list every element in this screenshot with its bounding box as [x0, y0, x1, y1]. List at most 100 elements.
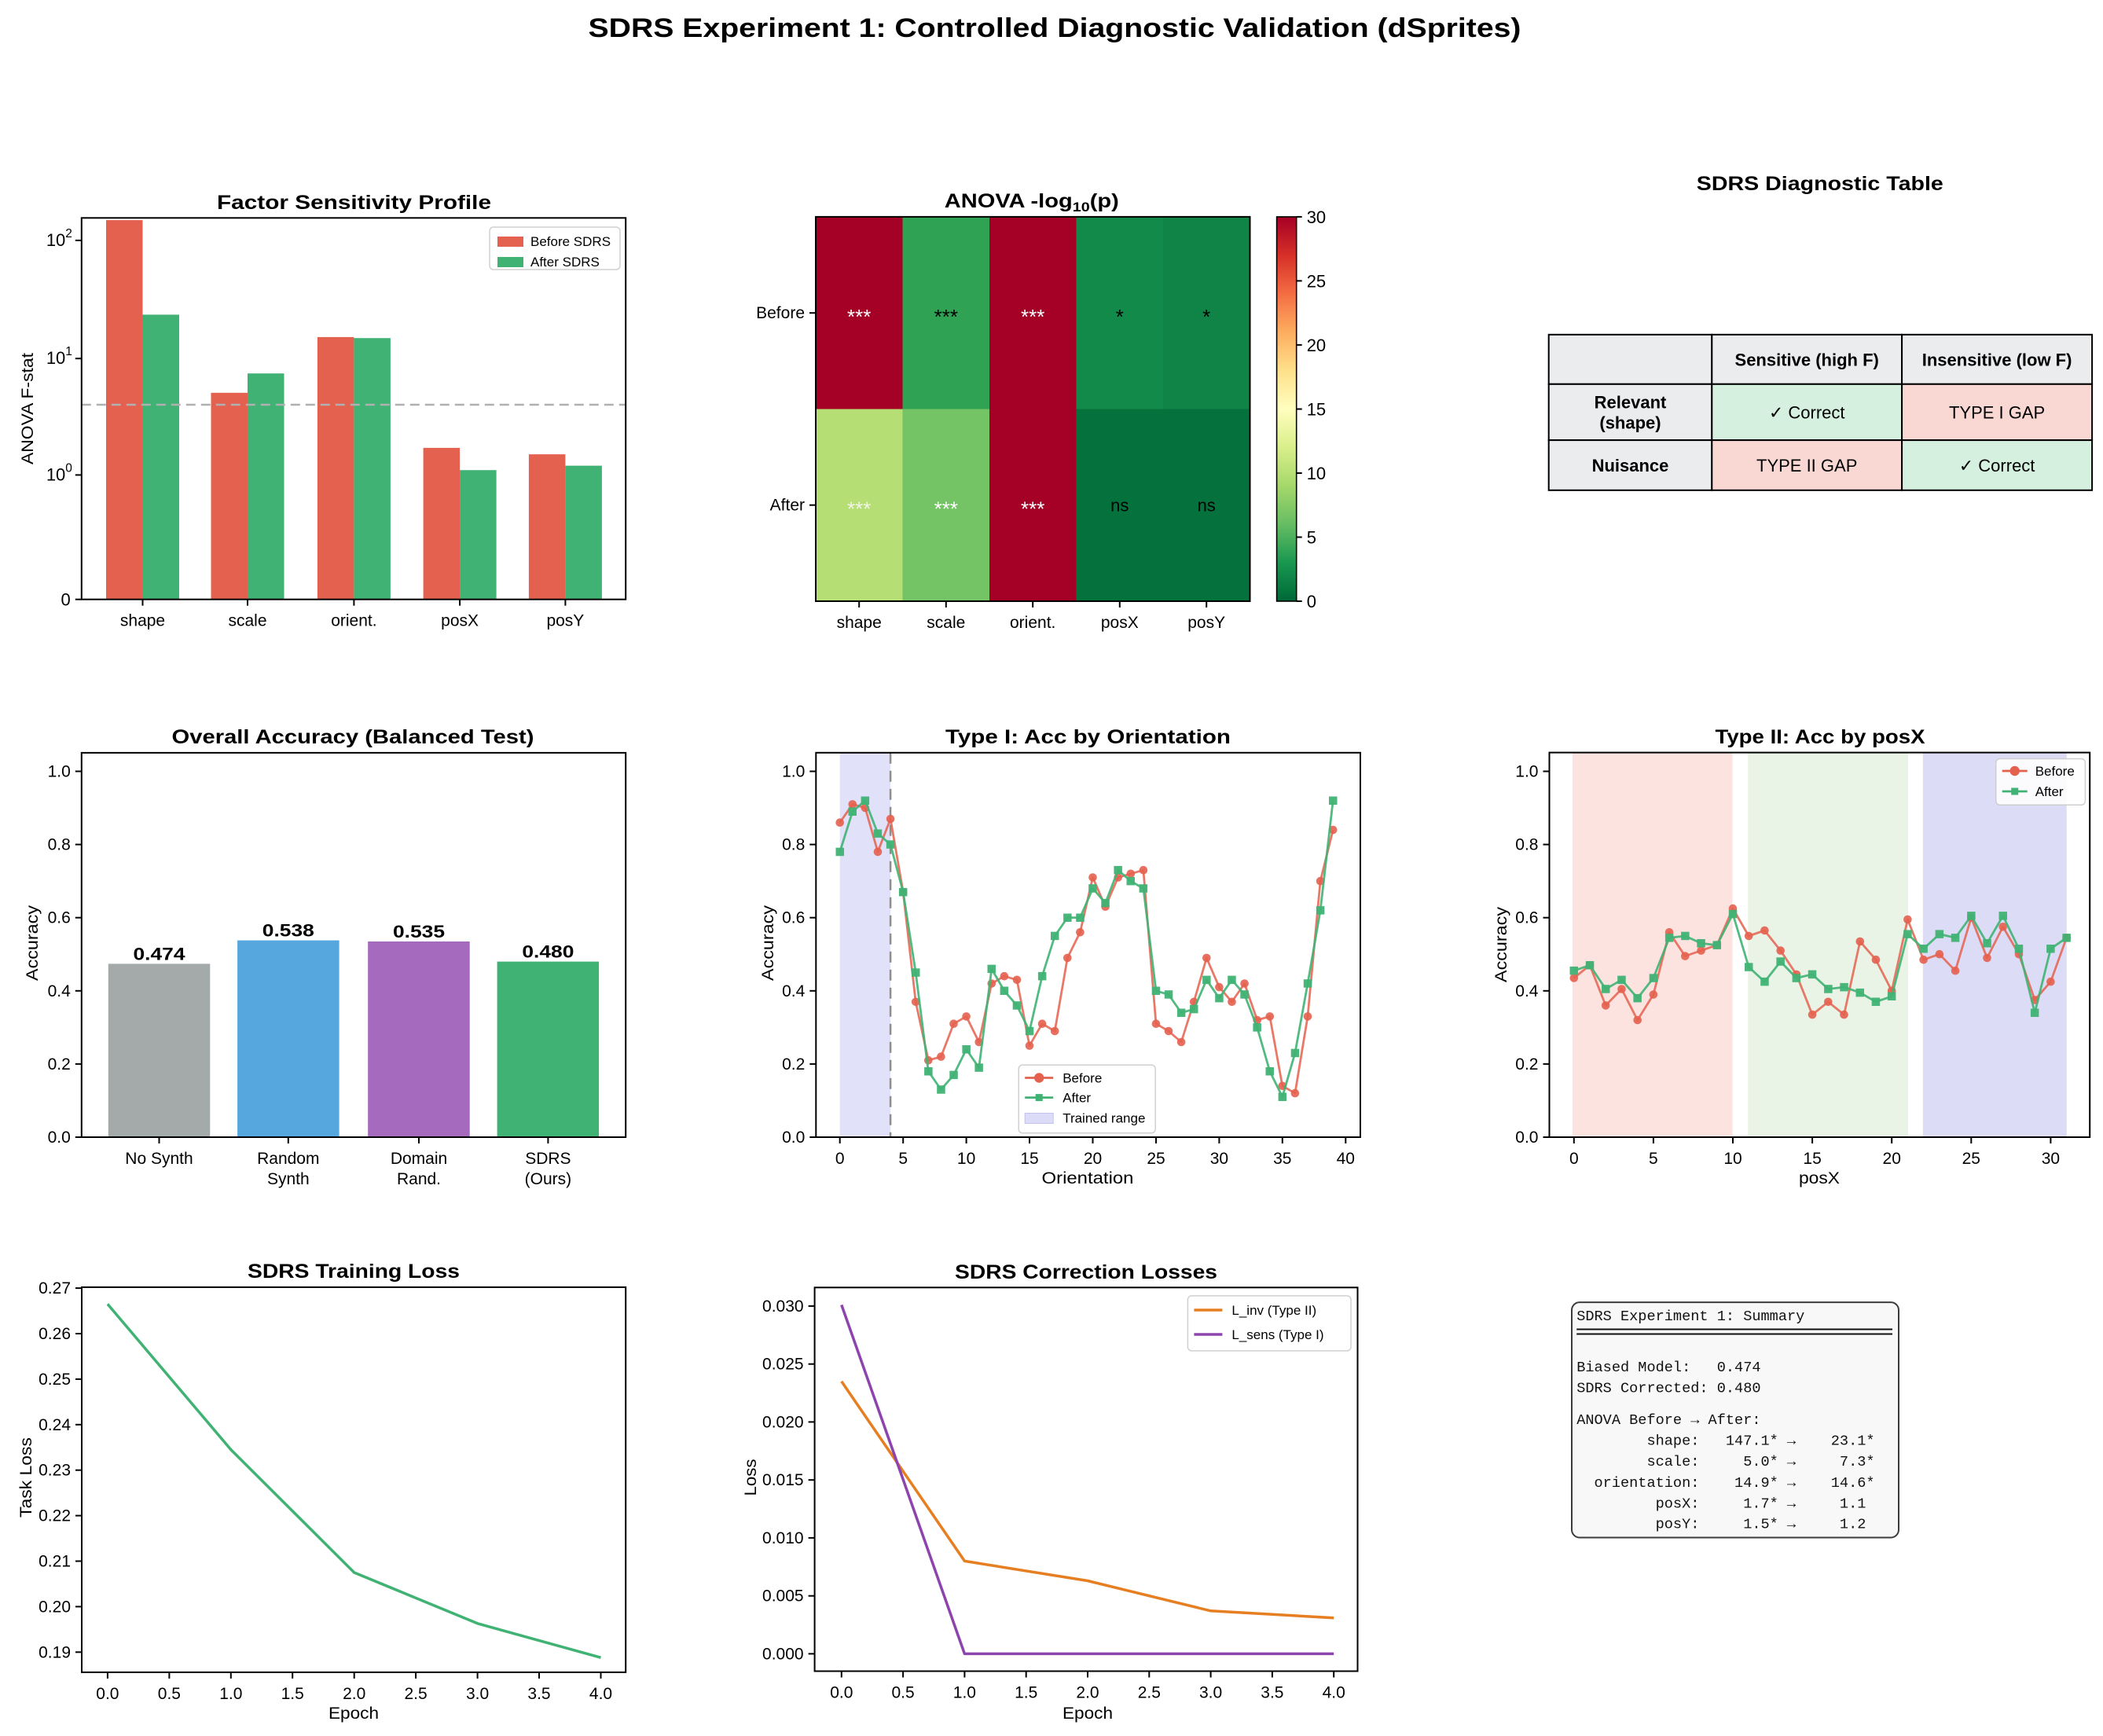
svg-text:3.5: 3.5: [527, 1685, 550, 1703]
svg-text:0.474: 0.474: [134, 944, 186, 963]
svg-text:3.0: 3.0: [1199, 1684, 1222, 1702]
svg-text:10: 10: [957, 1150, 975, 1168]
svg-text:0.27: 0.27: [39, 1279, 71, 1297]
svg-text:0.5: 0.5: [158, 1685, 181, 1703]
svg-text:Random: Random: [257, 1150, 319, 1168]
svg-text:L_inv (Type II): L_inv (Type II): [1231, 1303, 1316, 1318]
svg-text:0: 0: [1569, 1150, 1579, 1168]
svg-text:25: 25: [1307, 271, 1326, 291]
svg-text:20: 20: [1307, 336, 1326, 355]
svg-text:0.6: 0.6: [1515, 909, 1538, 927]
svg-text:Before SDRS: Before SDRS: [530, 234, 611, 249]
svg-text:SDRS Correction Losses: SDRS Correction Losses: [955, 1261, 1217, 1283]
svg-text:0.005: 0.005: [762, 1587, 804, 1606]
svg-text:posY: posY: [546, 612, 584, 630]
svg-text:Overall Accuracy (Balanced Tes: Overall Accuracy (Balanced Test): [172, 726, 534, 748]
svg-text:0.5: 0.5: [891, 1684, 914, 1702]
svg-text:Trained range: Trained range: [1063, 1111, 1145, 1126]
svg-text:***: ***: [934, 305, 958, 328]
svg-text:No Synth: No Synth: [125, 1150, 193, 1168]
svg-text:4.0: 4.0: [589, 1685, 612, 1703]
svg-text:SDRS Experiment 1: Summary: SDRS Experiment 1: Summary: [1576, 1308, 1804, 1325]
svg-text:Before: Before: [1063, 1071, 1102, 1086]
svg-text:10: 10: [46, 348, 65, 368]
svg-text:1.5: 1.5: [281, 1685, 304, 1703]
svg-text:shape: 147.1* → 23.1*: shape: 147.1* → 23.1*: [1576, 1433, 1874, 1450]
svg-text:0.0: 0.0: [830, 1684, 853, 1702]
svg-text:0.025: 0.025: [762, 1356, 804, 1374]
svg-text:1.0: 1.0: [953, 1684, 976, 1702]
svg-text:1.0: 1.0: [782, 763, 805, 781]
svg-text:0.000: 0.000: [762, 1645, 804, 1663]
svg-text:10: 10: [46, 464, 65, 484]
svg-text:0: 0: [835, 1150, 845, 1168]
svg-text:0.25: 0.25: [39, 1371, 71, 1389]
svg-text:1.0: 1.0: [1515, 763, 1538, 781]
svg-text:0.8: 0.8: [48, 836, 71, 854]
svg-text:Sensitive (high F): Sensitive (high F): [1735, 350, 1879, 369]
svg-text:0.535: 0.535: [393, 922, 445, 941]
svg-text:Epoch: Epoch: [328, 1705, 379, 1723]
svg-text:After SDRS: After SDRS: [530, 255, 600, 270]
svg-text:0.010: 0.010: [762, 1529, 804, 1547]
svg-text:0.23: 0.23: [39, 1462, 71, 1480]
svg-text:✓ Correct: ✓ Correct: [1959, 456, 2035, 475]
svg-text:10: 10: [46, 230, 65, 250]
svg-text:Before: Before: [2035, 764, 2075, 779]
svg-text:1: 1: [65, 345, 72, 358]
svg-text:Type I: Acc by Orientation: Type I: Acc by Orientation: [945, 726, 1231, 748]
svg-text:0.26: 0.26: [39, 1325, 71, 1343]
svg-text:(Ours): (Ours): [525, 1170, 572, 1188]
svg-text:posX: posX: [1101, 614, 1139, 632]
svg-text:Factor Sensitivity Profile: Factor Sensitivity Profile: [217, 192, 491, 214]
svg-text:0.2: 0.2: [1515, 1055, 1538, 1074]
svg-text:2.0: 2.0: [1076, 1684, 1099, 1702]
svg-text:25: 25: [1962, 1150, 1980, 1168]
svg-text:0.6: 0.6: [782, 909, 805, 927]
svg-text:0.015: 0.015: [762, 1471, 804, 1489]
svg-text:Nuisance: Nuisance: [1592, 456, 1669, 475]
svg-text:orient.: orient.: [331, 612, 376, 630]
svg-text:3.0: 3.0: [466, 1685, 489, 1703]
svg-text:ANOVA Before → After:: ANOVA Before → After:: [1576, 1412, 1760, 1429]
svg-text:15: 15: [1803, 1150, 1821, 1168]
svg-text:0.20: 0.20: [39, 1598, 71, 1616]
svg-text:ns: ns: [1110, 496, 1129, 516]
svg-text:0.24: 0.24: [39, 1416, 71, 1434]
svg-text:posX: posX: [1799, 1169, 1840, 1187]
svg-text:After: After: [1063, 1091, 1091, 1106]
svg-text:(shape): (shape): [1599, 413, 1661, 433]
svg-text:0.22: 0.22: [39, 1507, 71, 1525]
svg-text:1.0: 1.0: [48, 763, 71, 781]
svg-text:ns: ns: [1198, 496, 1216, 516]
svg-text:shape: shape: [837, 614, 882, 632]
svg-text:5: 5: [1307, 528, 1316, 548]
svg-text:2.5: 2.5: [404, 1685, 427, 1703]
svg-text:0.6: 0.6: [48, 909, 71, 927]
svg-text:0: 0: [61, 590, 71, 610]
svg-text:3.5: 3.5: [1261, 1684, 1283, 1702]
svg-text:1.0: 1.0: [219, 1685, 242, 1703]
svg-text:TYPE II GAP: TYPE II GAP: [1756, 456, 1857, 475]
svg-text:0.0: 0.0: [96, 1685, 119, 1703]
svg-text:0.4: 0.4: [1515, 982, 1539, 1000]
svg-text:30: 30: [1307, 207, 1326, 227]
svg-text:SDRS Training Loss: SDRS Training Loss: [248, 1261, 460, 1283]
svg-text:0.21: 0.21: [39, 1553, 71, 1571]
svg-text:15: 15: [1307, 400, 1326, 420]
svg-text:***: ***: [1021, 497, 1044, 521]
svg-text:35: 35: [1273, 1150, 1291, 1168]
svg-text:Accuracy: Accuracy: [1492, 906, 1510, 982]
svg-text:Type II: Acc by posX: Type II: Acc by posX: [1716, 726, 1925, 748]
svg-text:shape: shape: [120, 612, 165, 630]
svg-text:✓ Correct: ✓ Correct: [1769, 403, 1845, 423]
svg-text:0.19: 0.19: [39, 1643, 71, 1661]
svg-text:***: ***: [847, 497, 871, 521]
svg-text:After: After: [2035, 784, 2064, 799]
svg-text:0.538: 0.538: [262, 921, 314, 941]
svg-text:0.020: 0.020: [762, 1413, 804, 1431]
svg-text:30: 30: [2042, 1150, 2060, 1168]
svg-text:posX: 1.7* → 1.1: posX: 1.7* → 1.1: [1576, 1496, 1866, 1512]
svg-text:Rand.: Rand.: [397, 1170, 441, 1188]
